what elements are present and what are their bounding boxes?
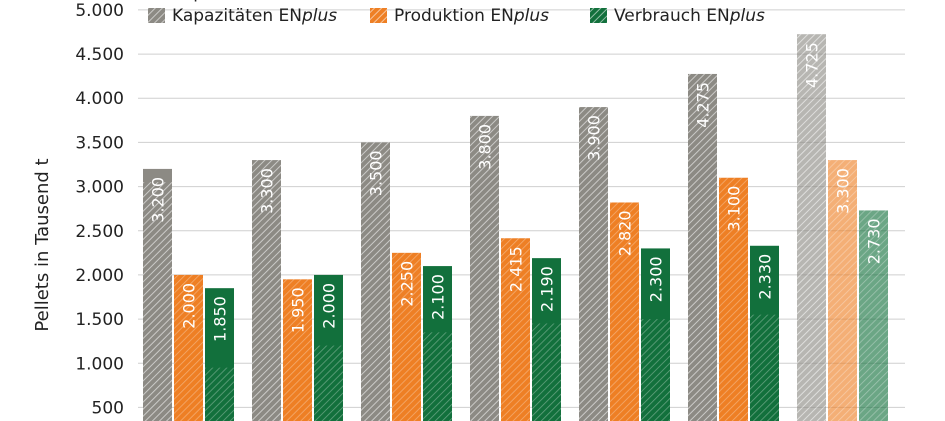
legend-entry: Produktion ENplus <box>370 6 549 26</box>
y-tick-label: 5.000 <box>75 1 124 21</box>
capacity-bar-group: 3.200 <box>143 168 172 421</box>
production-value-label: 2.820 <box>616 210 635 256</box>
consumption-enplus-hatch <box>750 314 779 421</box>
production-bar-group: 2.820 <box>610 202 639 421</box>
legend-label-italic: plus <box>513 6 549 26</box>
consumption-enplus-hatch <box>859 210 888 421</box>
production-bar-group: 2.000 <box>174 274 203 421</box>
capacity-value-label: 3.300 <box>258 168 277 214</box>
y-axis-title: Pellets in Tausend t <box>32 158 53 331</box>
legend-entry: Kapazitäten ENplus <box>148 6 337 26</box>
consumption-value-label: 2.000 <box>320 283 339 329</box>
consumption-bar-group: 2.100 <box>423 266 452 421</box>
capacity-enplus-hatch <box>579 107 608 421</box>
production-bar-group: 2.415 <box>501 238 530 421</box>
legend: Kapazitäten Produktion Verbrauch Kapazitäte… <box>148 0 765 26</box>
capacity-value-label: 4.725 <box>803 42 822 88</box>
capacity-bar-group: 3.300 <box>252 160 281 421</box>
production-bar-group: 1.950 <box>283 279 312 421</box>
legend-label: Kapazitäten <box>172 0 273 3</box>
capacity-bar-group: 3.500 <box>361 142 390 421</box>
consumption-enplus-hatch <box>423 332 452 421</box>
legend-label-italic: plus <box>729 6 765 26</box>
consumption-enplus-hatch <box>314 345 343 421</box>
capacity-value-label: 4.275 <box>694 82 713 128</box>
legend-label-main: Verbrauch EN <box>614 6 730 26</box>
production-enplus-hatch <box>828 160 857 421</box>
production-enplus-hatch <box>174 274 203 421</box>
legend-swatch-hatch <box>370 8 387 23</box>
legend-swatch-hatch <box>590 8 607 23</box>
y-tick-label: 1.500 <box>75 310 124 330</box>
legend-label: Kapazitäten ENplus <box>172 6 337 26</box>
production-bar-group: 3.300 <box>828 160 857 421</box>
production-enplus-hatch <box>283 279 312 421</box>
consumption-bar-group: 2.730 <box>859 210 888 421</box>
legend-entry: Kapazitäten <box>172 0 273 3</box>
capacity-value-label: 3.900 <box>585 115 604 161</box>
y-tick-label: 3.500 <box>75 133 124 153</box>
production-value-label: 2.415 <box>507 246 526 292</box>
legend-entry: Verbrauch <box>614 0 701 3</box>
consumption-enplus-hatch <box>532 323 561 421</box>
production-enplus-hatch <box>719 177 748 421</box>
y-tick-label: 2.000 <box>75 266 124 286</box>
production-value-label: 3.100 <box>725 186 744 232</box>
production-enplus-hatch <box>610 202 639 421</box>
consumption-value-label: 2.330 <box>756 254 775 300</box>
legend-label: Verbrauch ENplus <box>614 6 765 26</box>
y-tick-label: 500 <box>92 398 124 418</box>
consumption-value-label: 2.100 <box>429 274 448 320</box>
y-tick-label: 4.000 <box>75 89 124 109</box>
production-value-label: 1.950 <box>289 287 308 333</box>
y-tick-label: 4.500 <box>75 45 124 65</box>
capacity-enplus-hatch <box>688 73 717 421</box>
consumption-bar-group: 2.330 <box>750 245 779 421</box>
consumption-bar-group: 2.190 <box>532 258 561 421</box>
bars: 3.200 2.000 1.850 3.300 1.950 2.000 3.500 2.250… <box>143 34 888 421</box>
consumption-enplus-hatch <box>205 367 234 421</box>
capacity-enplus-hatch <box>470 115 499 421</box>
production-value-label: 2.000 <box>180 283 199 329</box>
consumption-value-label: 2.300 <box>647 256 666 302</box>
capacity-bar-group: 4.275 <box>688 73 717 421</box>
consumption-value-label: 1.850 <box>211 296 230 342</box>
legend-label-italic: plus <box>301 6 337 26</box>
capacity-enplus-hatch <box>143 182 172 421</box>
consumption-bar-group: 2.300 <box>641 248 670 421</box>
capacity-value-label: 3.800 <box>476 124 495 170</box>
consumption-enplus-hatch <box>641 319 670 421</box>
capacity-enplus-hatch <box>361 142 390 421</box>
production-bar-group: 3.100 <box>719 177 748 421</box>
legend-label-main: Kapazitäten EN <box>172 6 302 26</box>
capacity-enplus-hatch <box>797 34 826 421</box>
consumption-value-label: 2.190 <box>538 266 557 312</box>
capacity-bar-group: 4.725 <box>797 34 826 421</box>
production-enplus-hatch <box>392 252 421 421</box>
consumption-value-label: 2.730 <box>865 218 884 264</box>
y-tick-label: 3.000 <box>75 178 124 198</box>
legend-swatch-hatch <box>148 8 165 23</box>
capacity-value-label: 3.200 <box>149 177 168 223</box>
y-tick-label: 1.000 <box>75 354 124 374</box>
capacity-enplus-hatch <box>252 160 281 421</box>
legend-label: Produktion <box>394 0 485 3</box>
capacity-value-label: 3.500 <box>367 150 386 196</box>
legend-entry: Produktion <box>394 0 485 3</box>
legend-label-main: Produktion EN <box>394 6 514 26</box>
production-enplus-hatch <box>501 238 530 421</box>
production-bar-group: 2.250 <box>392 252 421 421</box>
consumption-bar-group: 1.850 <box>205 288 234 421</box>
legend-label: Produktion ENplus <box>394 6 549 26</box>
capacity-bar-group: 3.900 <box>579 107 608 421</box>
y-axis: 500 1.000 1.500 2.000 2.500 3.000 3.500 4.000 4.… <box>75 1 124 419</box>
capacity-bar-group: 3.800 <box>470 115 499 421</box>
consumption-bar-group: 2.000 <box>314 274 343 421</box>
production-value-label: 2.250 <box>398 261 417 307</box>
production-value-label: 3.300 <box>834 168 853 214</box>
legend-label: Verbrauch <box>614 0 701 3</box>
legend-entry: Verbrauch ENplus <box>590 6 765 26</box>
y-tick-label: 2.500 <box>75 222 124 242</box>
